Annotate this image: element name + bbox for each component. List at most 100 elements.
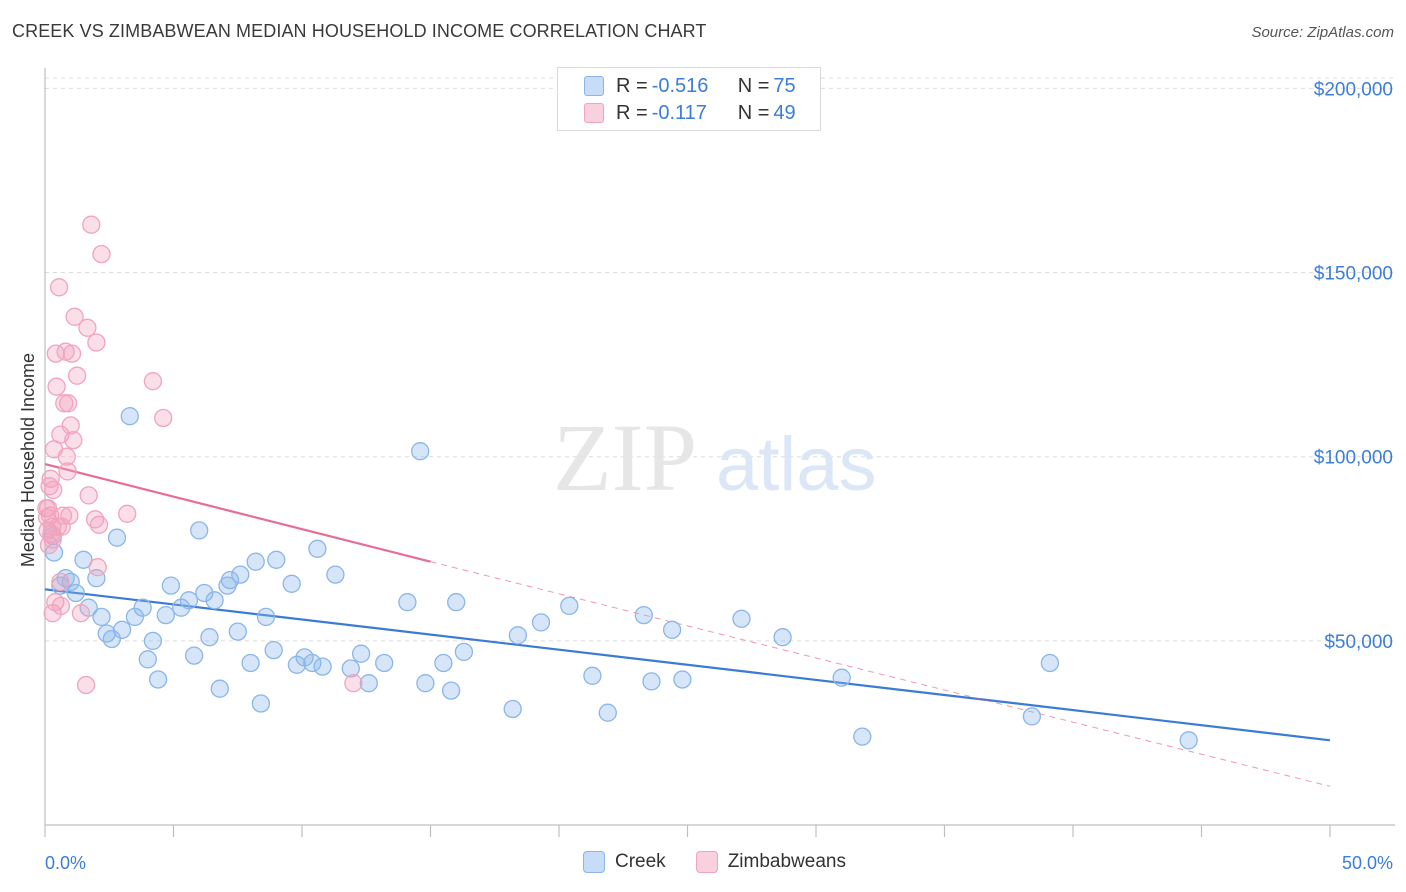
data-point [65, 307, 84, 326]
x-tick-labels: 0.0% 50.0% [45, 853, 1393, 873]
legend-swatch-zimbabweans [584, 103, 604, 123]
legend-swatch-creek [584, 76, 604, 96]
data-point [78, 318, 97, 337]
data-point [88, 558, 107, 577]
data-point [61, 416, 80, 435]
data-point [531, 613, 551, 632]
data-point [508, 626, 528, 645]
data-point [375, 653, 394, 673]
data-point [148, 670, 168, 689]
legend-n-value: 75 [773, 74, 796, 97]
series-legend-creek[interactable]: Creek [583, 851, 666, 873]
data-point [264, 640, 283, 660]
data-point [43, 517, 62, 536]
legend-n-value: 49 [773, 101, 796, 124]
data-point [120, 407, 139, 426]
data-point [41, 469, 60, 488]
data-point [326, 565, 345, 584]
data-point [773, 628, 792, 647]
data-point [634, 605, 653, 625]
data-point [118, 504, 137, 523]
data-point [398, 593, 417, 612]
data-point [53, 506, 73, 525]
data-point [1022, 707, 1042, 726]
series-creek [43, 407, 1198, 750]
data-point [560, 596, 579, 616]
data-point [503, 699, 522, 719]
data-point [441, 681, 461, 700]
trend-line [44, 463, 431, 563]
data-point [359, 674, 378, 693]
series-legend: Creek Zimbabweans [583, 851, 876, 873]
y-tick-label: $50,000 [1324, 632, 1393, 653]
data-point [341, 659, 360, 678]
data-point [732, 609, 751, 628]
data-point [344, 674, 363, 693]
data-point [62, 344, 82, 363]
data-point [57, 447, 76, 466]
series-legend-zimbabweans[interactable]: Zimbabweans [695, 851, 846, 873]
watermark-zip: ZIP [553, 404, 697, 511]
data-point [74, 550, 93, 569]
data-point [220, 570, 240, 590]
data-point [228, 622, 247, 641]
data-point [598, 703, 617, 722]
data-point [66, 583, 85, 603]
data-point [231, 565, 250, 584]
legend-n-label: N = [737, 74, 770, 97]
gridlines [45, 77, 1395, 642]
data-point [287, 655, 307, 674]
data-point [416, 674, 435, 693]
data-point [172, 598, 191, 617]
data-point [1179, 731, 1198, 750]
x-tick-label: 0.0% [45, 853, 86, 873]
data-point [47, 377, 66, 396]
data-point [195, 583, 214, 603]
data-point [58, 394, 78, 413]
data-point [447, 593, 466, 612]
legend-r-value: -0.117 [651, 101, 707, 124]
series-zimbabweans [37, 215, 363, 695]
data-point [82, 215, 101, 234]
data-point [89, 515, 109, 534]
data-point [102, 629, 121, 649]
data-point [303, 653, 322, 673]
data-point [1040, 653, 1060, 673]
data-point [282, 574, 301, 593]
axes [44, 68, 1395, 837]
data-point [411, 442, 430, 461]
data-point [51, 596, 71, 616]
data-point [92, 244, 111, 264]
data-point [56, 342, 75, 361]
data-point [156, 605, 175, 625]
data-point [251, 694, 271, 713]
y-tick-labels: $50,000 $100,000 $150,000 $200,000 [1314, 79, 1393, 652]
data-point [125, 607, 145, 627]
legend-r-label: R = [616, 74, 648, 97]
series-label-creek: Creek [615, 851, 666, 872]
series-swatch-zimbabweans [695, 851, 718, 873]
data-point [67, 366, 87, 385]
data-point [184, 646, 204, 665]
data-point [64, 430, 83, 450]
series-label-zimbabweans: Zimbabweans [727, 851, 846, 872]
trend-extension [430, 561, 1331, 787]
legend-row-zimbabweans: R = -0.117 N = 49 [584, 100, 796, 126]
data-point [37, 508, 57, 527]
data-point [434, 653, 453, 673]
legend-r-value: -0.516 [651, 74, 709, 97]
data-point [71, 604, 91, 623]
data-point [143, 372, 163, 391]
data-point [143, 631, 163, 651]
data-point [44, 480, 63, 500]
data-point [308, 539, 327, 558]
data-point [61, 572, 80, 592]
data-point [454, 642, 474, 662]
data-point [673, 670, 692, 689]
data-point [154, 408, 173, 428]
data-point [161, 576, 181, 595]
data-point [79, 486, 98, 505]
data-point [267, 550, 286, 569]
data-point [832, 668, 851, 687]
